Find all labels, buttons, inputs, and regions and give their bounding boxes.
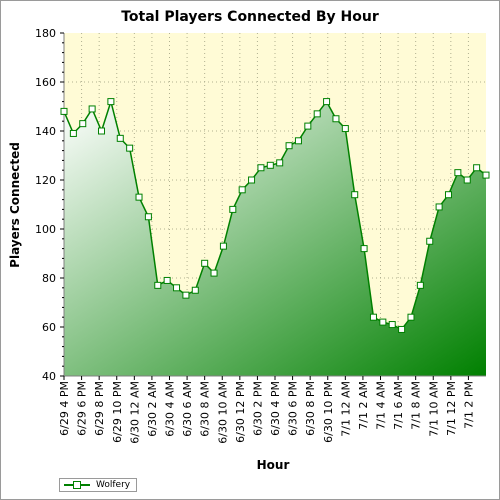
data-point [69, 129, 77, 137]
series-line-wolfery [63, 98, 487, 331]
data-point [219, 242, 227, 250]
x-tick-label: 6/30 12 PM [234, 381, 247, 443]
data-point [163, 276, 171, 284]
x-tick-label: 7/1 4 AM [375, 381, 388, 430]
data-point [248, 176, 256, 184]
data-point [154, 281, 162, 289]
data-point [210, 269, 218, 277]
data-point [304, 122, 312, 130]
legend-swatch-wolfery [64, 480, 90, 490]
data-point [416, 281, 424, 289]
chart-title: Total Players Connected By Hour [121, 9, 379, 25]
data-point [463, 176, 471, 184]
data-point [229, 205, 237, 213]
data-point [313, 110, 321, 118]
data-point [107, 98, 115, 106]
data-point [257, 164, 265, 172]
x-tick-label: 6/30 10 AM [216, 381, 229, 444]
data-point [444, 191, 452, 199]
data-point [388, 321, 396, 329]
data-point [144, 213, 152, 221]
y-tick-label: 140 [35, 125, 56, 138]
data-point [341, 125, 349, 133]
x-tick-label: 6/29 4 PM [58, 381, 71, 436]
x-tick-label: 6/29 10 PM [111, 381, 124, 443]
x-tick-label: 6/30 6 AM [181, 381, 194, 437]
x-tick-label: 7/1 2 AM [357, 381, 370, 430]
x-tick-label: 6/30 10 PM [322, 381, 335, 443]
data-point [88, 105, 96, 113]
data-point [360, 245, 368, 253]
data-point [285, 142, 293, 150]
data-point [407, 313, 415, 321]
x-tick-label: 7/1 12 AM [339, 381, 352, 437]
y-tick-label: 60 [42, 321, 56, 334]
x-tick-label: 7/1 6 AM [392, 381, 405, 430]
data-point [135, 193, 143, 201]
data-point [454, 169, 462, 177]
data-point [473, 164, 481, 172]
legend: Wolfery [59, 478, 138, 492]
x-tick-label: 6/30 4 PM [269, 381, 282, 436]
x-tick-label: 6/30 2 AM [146, 381, 159, 437]
series-area-wolfery [64, 101, 486, 376]
data-point [182, 291, 190, 299]
x-tick-label: 7/1 10 AM [427, 381, 440, 437]
data-point [323, 98, 331, 106]
data-point [369, 313, 377, 321]
data-point [60, 107, 68, 115]
data-point [98, 127, 106, 135]
x-tick-label: 7/1 12 PM [445, 381, 458, 436]
y-tick-label: 120 [35, 174, 56, 187]
data-point [266, 161, 274, 169]
x-tick-label: 6/30 6 PM [287, 381, 300, 436]
y-tick-label: 180 [35, 27, 56, 40]
y-tick-label: 100 [35, 223, 56, 236]
y-tick-label: 160 [35, 76, 56, 89]
data-point [435, 203, 443, 211]
x-tick-label: 6/30 4 AM [164, 381, 177, 437]
data-point [379, 318, 387, 326]
x-tick-label: 6/30 2 PM [251, 381, 264, 436]
data-point [294, 137, 302, 145]
x-tick-label: 6/30 8 AM [199, 381, 212, 437]
x-tick-label: 6/29 6 PM [76, 381, 89, 436]
legend-label-wolfery: Wolfery [96, 480, 131, 490]
data-point [398, 325, 406, 333]
x-tick-label: 7/1 2 PM [462, 381, 475, 429]
data-point [201, 259, 209, 267]
data-point [351, 191, 359, 199]
data-point [332, 115, 340, 123]
x-tick-label: 6/30 12 AM [128, 381, 141, 444]
data-point [276, 159, 284, 167]
x-tick-label: 6/30 8 PM [304, 381, 317, 436]
x-axis-label: Hour [257, 458, 290, 472]
data-point [426, 237, 434, 245]
data-point [482, 171, 490, 179]
y-axis-label: Players Connected [8, 142, 22, 268]
data-point [116, 134, 124, 142]
data-point [191, 286, 199, 294]
x-tick-label: 7/1 8 AM [410, 381, 423, 430]
data-point [238, 186, 246, 194]
data-point [173, 284, 181, 292]
data-point [126, 144, 134, 152]
data-point [79, 120, 87, 128]
y-tick-label: 40 [42, 370, 56, 383]
x-tick-label: 6/29 8 PM [93, 381, 106, 436]
y-tick-label: 80 [42, 272, 56, 285]
